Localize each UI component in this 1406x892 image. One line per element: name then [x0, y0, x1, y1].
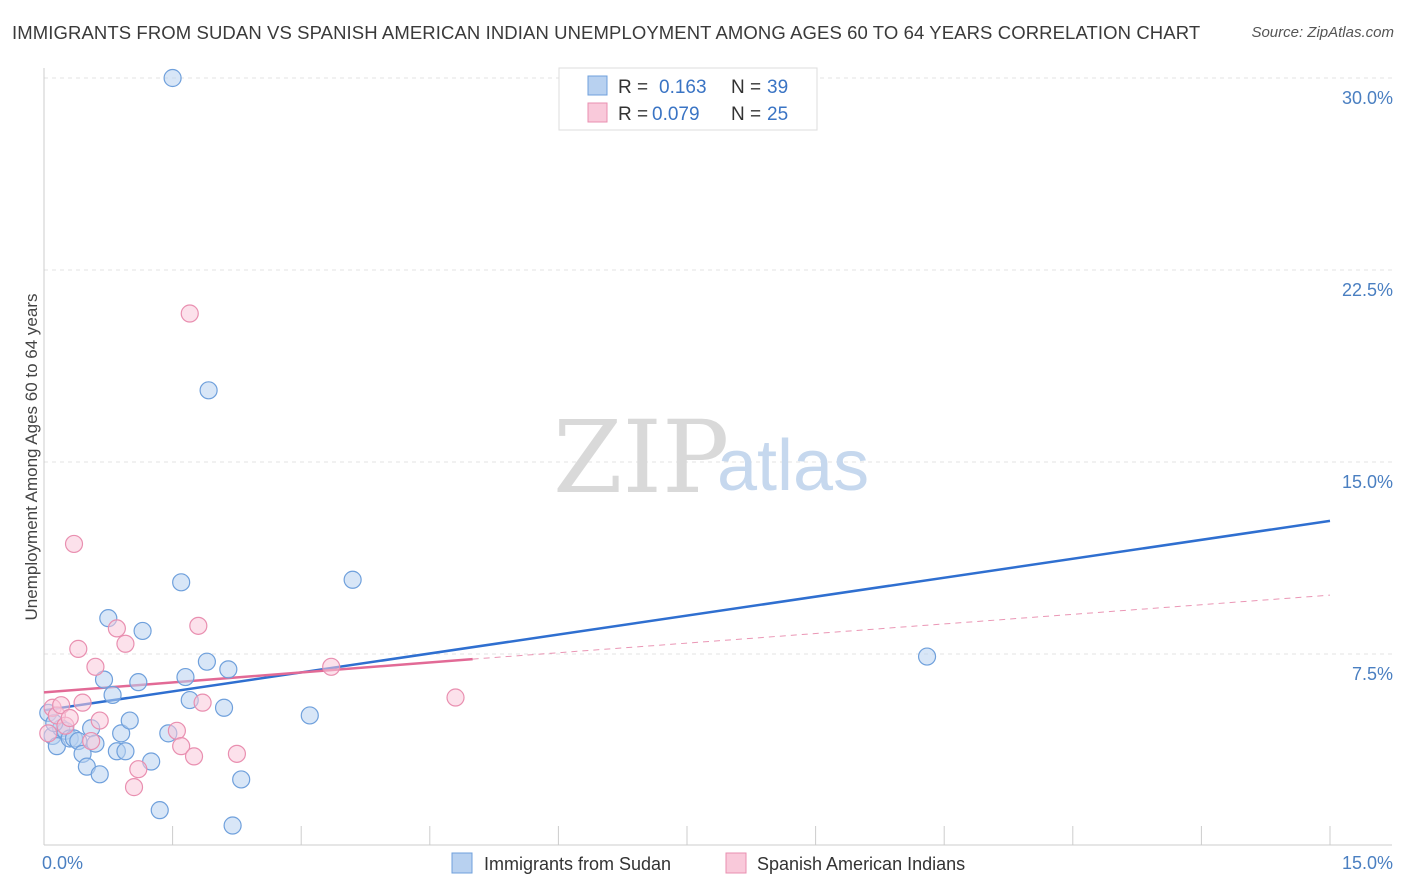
point-spanish-american-indian [52, 696, 71, 715]
point-spanish-american-indian [64, 534, 84, 554]
legend-r-label-1: R = [618, 77, 648, 98]
legend-swatch-sudan [587, 75, 608, 96]
point-sudan [197, 652, 216, 671]
legend-n-value-1: 39 [767, 77, 788, 98]
point-sudan [199, 381, 218, 400]
point-sudan [150, 801, 169, 820]
legend-n-value-2: 25 [767, 104, 788, 125]
point-spanish-american-indian [73, 693, 92, 712]
y-tick-label: 7.5% [1352, 664, 1393, 684]
legend-swatch-spanish-american-indian [587, 102, 608, 123]
point-sudan [343, 570, 362, 589]
point-spanish-american-indian [167, 721, 186, 740]
point-spanish-american-indian [69, 639, 88, 658]
point-spanish-american-indian [172, 737, 191, 756]
y-tick-label: 22.5% [1342, 280, 1393, 300]
legend-r-value-1: 0.163 [659, 77, 707, 98]
point-sudan [120, 711, 139, 730]
point-spanish-american-indian [86, 657, 105, 676]
point-sudan [172, 573, 191, 592]
point-sudan [232, 770, 251, 789]
x-tick-label: 15.0% [1342, 853, 1393, 873]
trend-lines [43, 519, 1331, 712]
point-sudan [300, 706, 319, 725]
y-tick-label: 30.0% [1342, 88, 1393, 108]
legend-n-label-1: N = [731, 77, 761, 98]
point-sudan [103, 685, 122, 705]
watermark: ZIP atlas [553, 399, 869, 516]
watermark-zip: ZIP [553, 399, 729, 516]
trend-line-extension-1 [472, 594, 1331, 660]
point-spanish-american-indian [39, 724, 58, 743]
point-spanish-american-indian [116, 634, 135, 653]
point-sudan [94, 670, 114, 689]
point-sudan [116, 742, 135, 761]
point-sudan [133, 621, 152, 641]
point-spanish-american-indian [193, 693, 212, 712]
grid-lines [44, 77, 1392, 655]
bottom-legend-label-sudan: Immigrants from Sudan [484, 854, 671, 874]
point-spanish-american-indian [129, 760, 148, 779]
data-points [39, 68, 937, 835]
chart-title: IMMIGRANTS FROM SUDAN VS SPANISH AMERICA… [12, 22, 1201, 43]
legend-r-label-2: R = [618, 104, 648, 125]
point-sudan [917, 647, 937, 666]
stats-legend: R = 0.163 N = 39 R = 0.079 N = 25 [558, 67, 818, 131]
point-spanish-american-indian [446, 688, 465, 707]
trend-line-0 [43, 519, 1331, 712]
point-spanish-american-indian [180, 304, 199, 323]
point-spanish-american-indian [227, 744, 246, 763]
legend-n-label-2: N = [731, 104, 761, 125]
y-axis-label: Unemployment Among Ages 60 to 64 years [22, 294, 41, 621]
point-sudan [214, 698, 234, 717]
bottom-legend-swatch-spanish-american-indian [725, 852, 747, 874]
point-spanish-american-indian [82, 731, 101, 751]
y-tick-label: 15.0% [1342, 472, 1393, 492]
point-sudan [223, 816, 242, 835]
y-tick-labels: 7.5% 15.0% 22.5% 30.0% [1342, 88, 1393, 684]
point-sudan [219, 660, 238, 679]
bottom-legend-swatch-sudan [451, 852, 473, 874]
point-sudan [176, 667, 195, 687]
x-tick-labels: 0.0% 15.0% [42, 853, 1393, 873]
bottom-legend-label-spanish-american-indian: Spanish American Indians [757, 854, 965, 874]
point-sudan [90, 765, 109, 784]
axes [43, 68, 1392, 846]
point-spanish-american-indian [90, 711, 109, 730]
point-sudan [163, 68, 182, 88]
point-spanish-american-indian [60, 708, 79, 728]
point-spanish-american-indian [184, 747, 204, 766]
chart-source: Source: ZipAtlas.com [1251, 24, 1394, 41]
legend-r-value-2: 0.079 [652, 104, 700, 125]
point-sudan [129, 673, 148, 692]
watermark-atlas: atlas [717, 426, 869, 506]
point-sudan [112, 724, 131, 743]
point-spanish-american-indian [189, 616, 208, 635]
x-tick-label: 0.0% [42, 853, 83, 873]
bottom-legend: Immigrants from Sudan Spanish American I… [451, 852, 965, 874]
point-spanish-american-indian [107, 619, 126, 638]
point-spanish-american-indian [322, 657, 341, 676]
point-spanish-american-indian [124, 778, 144, 797]
